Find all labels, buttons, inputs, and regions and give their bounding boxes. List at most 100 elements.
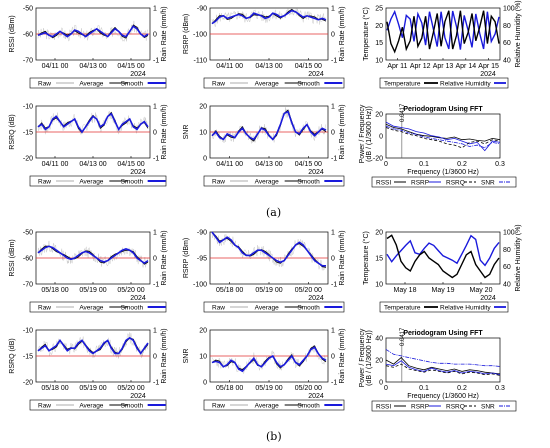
x-axis-label: Frequency (1/3600 Hz) (407, 169, 479, 176)
x-tick-label: 04/11 00 (216, 161, 243, 168)
y-tick-label: 20 (375, 358, 383, 365)
y-tick-label: 0 (379, 380, 383, 387)
y-tick-label: 0 (331, 32, 335, 39)
y-tick-label: -1 (153, 58, 159, 65)
y-tick-label: 0 (153, 256, 157, 263)
year-label: 2024 (480, 295, 496, 302)
marker-label: 0.0417 (400, 327, 406, 346)
y-tick-label: -70 (23, 282, 33, 289)
x-tick-label: 05/20 00 (295, 385, 322, 392)
legend-label: Raw (212, 179, 225, 186)
series-raw (211, 345, 326, 374)
series-snr (385, 125, 501, 149)
chart-b_rsrp: -90 -95 -100 1 0 -1 RSRP (dBm) Rain Rate (mm/h)… (183, 230, 346, 303)
y-tick-label: -1 (153, 156, 159, 163)
y-tick-label: -20 (373, 156, 383, 163)
series-raw (211, 107, 326, 144)
y-tick-label: 80 (503, 247, 511, 254)
legend-box (379, 301, 509, 313)
x-tick-label: 04/11 00 (42, 161, 69, 168)
y-tick-label: 60 (503, 40, 511, 47)
x-tick-label: 05/18 00 (41, 287, 68, 294)
y-axis-label: SNR (183, 349, 190, 364)
legend-temperature: Temperature Relative Humidity (379, 301, 509, 313)
y-tick-label: 40 (503, 282, 511, 289)
y-tick-label: -1 (153, 380, 159, 387)
series-smooth (211, 346, 327, 373)
y-tick-label: 0 (153, 32, 157, 39)
y-tick-label: -10 (23, 328, 33, 335)
y-tick-label: 1 (153, 328, 157, 335)
legend-signal: Raw Average Smooth (29, 77, 167, 89)
y-tick-label: 20 (375, 23, 383, 30)
plot-frame (385, 231, 501, 285)
y-tick-label: 1 (153, 6, 157, 13)
y-tick-label: -20 (23, 156, 33, 163)
x-tick-label: 05/20 00 (117, 385, 144, 392)
legend-signal: Raw Average Smooth (29, 399, 167, 411)
y-tick-label: 0 (153, 354, 157, 361)
legend-label: RSRP (411, 404, 429, 411)
y-tick-label: 20 (375, 112, 383, 119)
legend-label: Smooth (121, 81, 144, 88)
x-tick-label: 05/18 00 (216, 385, 243, 392)
y-tick-label: 15 (375, 256, 383, 263)
x-tick-label: 05/19 00 (255, 287, 282, 294)
series-temperature (386, 234, 500, 279)
y-tick-label: 0 (203, 156, 207, 163)
x-tick-label: Apr 15 (478, 63, 499, 70)
legend-label: RSRQ (446, 404, 465, 411)
legend-label: SNR (481, 180, 495, 187)
legend-label: Smooth (121, 403, 144, 410)
series-rsrp (385, 121, 501, 152)
y-tick-label: -1 (153, 282, 159, 289)
y-tick-label: 1 (331, 6, 335, 13)
legend-label: Raw (38, 403, 51, 410)
rain-axis-label: Rain Rate (mm/h) (339, 6, 346, 61)
y-tick-label: 15 (375, 40, 383, 47)
y-tick-label: -60 (23, 32, 33, 39)
legend-label: Raw (38, 305, 51, 312)
x-tick-label: 04/13 00 (255, 161, 282, 168)
caption-b: (b) (266, 430, 282, 443)
y-axis-label: RSRP (dBm) (183, 238, 190, 278)
x-tick-label: 05/18 00 (216, 287, 243, 294)
y-tick-label: 0 (331, 354, 335, 361)
y-tick-label: -90 (197, 230, 207, 237)
y-tick-label: -1 (331, 156, 337, 163)
x-tick-label: Apr 11 (387, 63, 407, 70)
legend-label: Raw (38, 81, 51, 88)
legend-box (203, 301, 345, 313)
y-tick-label: 10 (199, 354, 207, 361)
y-tick-label: 20 (199, 328, 207, 335)
y-axis-label: RSRP (dBm) (183, 14, 190, 54)
x-tick-label: 04/13 00 (79, 161, 106, 168)
y-tick-label: 0 (153, 130, 157, 137)
chart-b_temp: 20 15 10 100 80 60 40 Temperature (°C) Relative … (362, 224, 522, 302)
year-label: 2024 (130, 169, 146, 176)
legend-box (371, 176, 517, 188)
y-tick-label: -20 (23, 380, 33, 387)
y-axis-label: RSSI (dBm) (9, 15, 16, 52)
legend-label: Average (79, 403, 103, 410)
series-smooth (211, 110, 327, 141)
x-tick-label: 05/18 00 (41, 385, 68, 392)
legend-label: Raw (212, 305, 225, 312)
x-tick-label: 04/13 00 (79, 63, 106, 70)
y-axis-label: Temperature (°C) (362, 231, 370, 285)
chart-b_rssi: -50 -60 -70 1 0 -1 RSSI (dBm) Rain Rate (mm/h) 0… (9, 230, 168, 303)
y-tick-label: -100 (193, 32, 207, 39)
x-tick-label: 05/19 00 (255, 385, 282, 392)
year-label: 2024 (308, 169, 324, 176)
rain-axis-label: Rain Rate (mm/h) (161, 230, 168, 285)
legend-label: SNR (481, 404, 495, 411)
x-axis-label: Frequency (1/3600 Hz) (407, 393, 479, 400)
y-tick-label: -95 (197, 256, 207, 263)
caption-a: (a) (266, 206, 282, 219)
y-tick-label: 40 (503, 58, 511, 65)
year-label: 2024 (130, 393, 146, 400)
legend-label: Raw (212, 403, 225, 410)
